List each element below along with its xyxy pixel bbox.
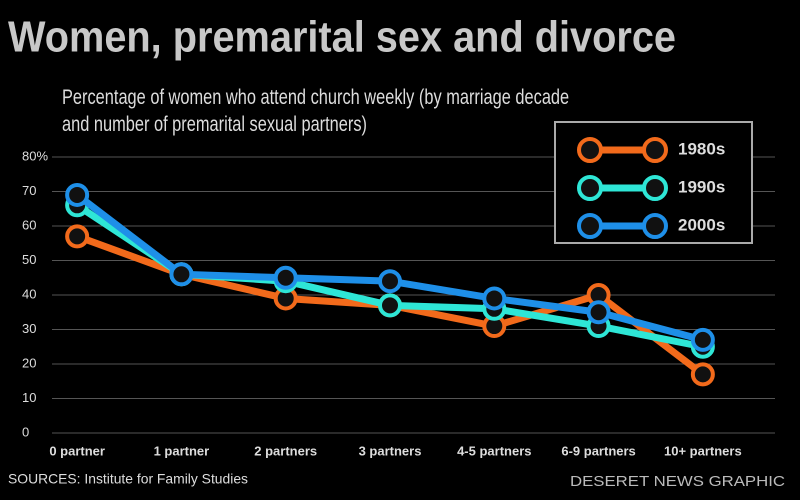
legend-label: 1990s <box>678 177 725 196</box>
x-tick-label: 3 partners <box>359 443 422 458</box>
legend-marker <box>642 137 668 163</box>
point <box>482 286 507 311</box>
source: SOURCES: Institute for Family Studies <box>8 471 248 487</box>
point <box>690 327 715 352</box>
legend-marker <box>642 175 668 201</box>
point <box>378 269 402 294</box>
x-tick-label: 0 partner <box>49 443 105 458</box>
y-tick-label: 40 <box>22 286 36 301</box>
y-tick-label: 10 <box>22 390 36 405</box>
point <box>273 265 298 290</box>
y-tick-label: 60 <box>22 217 36 232</box>
legend-label: 1980s <box>678 139 725 158</box>
y-tick-label: 50 <box>22 252 36 267</box>
x-tick-label: 10+ partners <box>664 443 742 458</box>
y-tick-label: 0 <box>22 424 29 439</box>
point <box>378 293 402 318</box>
y-tick-label: 20 <box>22 355 36 370</box>
legend-marker <box>577 213 603 239</box>
legend-label: 2000s <box>678 215 725 234</box>
point <box>586 300 611 325</box>
point <box>65 224 90 249</box>
legend-marker <box>577 137 603 163</box>
chart-title: Women, premarital sex and divorce <box>8 13 676 62</box>
y-tick-label: 70 <box>22 183 36 198</box>
x-tick-label: 4-5 partners <box>457 443 531 458</box>
x-tick-label: 1 partner <box>154 443 210 458</box>
credit: DESERET NEWS GRAPHIC <box>570 473 785 490</box>
y-tick-label: 30 <box>22 321 36 336</box>
legend-marker <box>642 213 668 239</box>
point <box>169 262 194 287</box>
legend-marker <box>577 175 603 201</box>
chart-subtitle: Percentage of women who attend church we… <box>62 86 570 136</box>
point <box>65 182 90 207</box>
y-tick-label: 80% <box>22 148 48 163</box>
x-tick-label: 2 partners <box>254 443 317 458</box>
x-tick-label: 6-9 partners <box>561 443 635 458</box>
point <box>690 362 715 387</box>
